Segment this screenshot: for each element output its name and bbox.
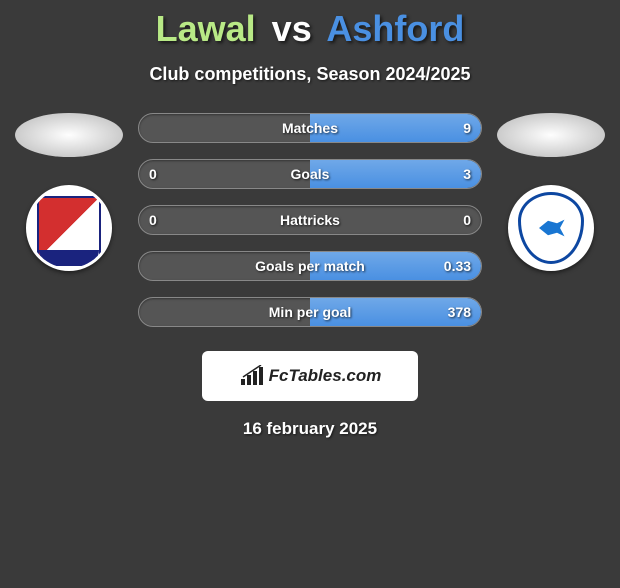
stat-value-right: 9 [463, 120, 471, 136]
stat-label: Hattricks [280, 212, 340, 228]
player1-silhouette [15, 113, 123, 157]
stoke-city-badge [26, 185, 112, 271]
stat-label: Matches [282, 120, 338, 136]
stat-row: Min per goal 378 [138, 297, 482, 327]
stat-row: 0 Hattricks 0 [138, 205, 482, 235]
stat-label: Min per goal [269, 304, 351, 320]
stat-label: Goals [291, 166, 330, 182]
stat-row: Goals per match 0.33 [138, 251, 482, 281]
date-text: 16 february 2025 [10, 419, 610, 439]
bird-icon [536, 216, 566, 240]
club-crest-icon [37, 196, 101, 260]
cardiff-city-badge [508, 185, 594, 271]
stat-value-left: 0 [149, 212, 157, 228]
vs-text: vs [272, 8, 312, 49]
stat-row: 0 Goals 3 [138, 159, 482, 189]
bar-right [310, 160, 481, 188]
player2-name: Ashford [326, 8, 464, 49]
player2-silhouette [497, 113, 605, 157]
stat-value-right: 0 [463, 212, 471, 228]
stat-row: Matches 9 [138, 113, 482, 143]
page-title: Lawal vs Ashford [10, 8, 610, 50]
stat-label: Goals per match [255, 258, 365, 274]
right-side [492, 113, 610, 271]
stat-value-right: 0.33 [444, 258, 471, 274]
player1-name: Lawal [156, 8, 256, 49]
brand-logo[interactable]: FcTables.com [202, 351, 418, 401]
chart-icon [239, 365, 265, 387]
stat-value-left: 0 [149, 166, 157, 182]
club-crest-icon [518, 192, 584, 264]
stat-value-right: 378 [448, 304, 471, 320]
brand-text: FcTables.com [269, 366, 382, 386]
stats-panel: Matches 9 0 Goals 3 0 Hattricks 0 Goals per matc… [138, 113, 482, 327]
left-side [10, 113, 128, 271]
subtitle: Club competitions, Season 2024/2025 [10, 64, 610, 85]
stat-value-right: 3 [463, 166, 471, 182]
